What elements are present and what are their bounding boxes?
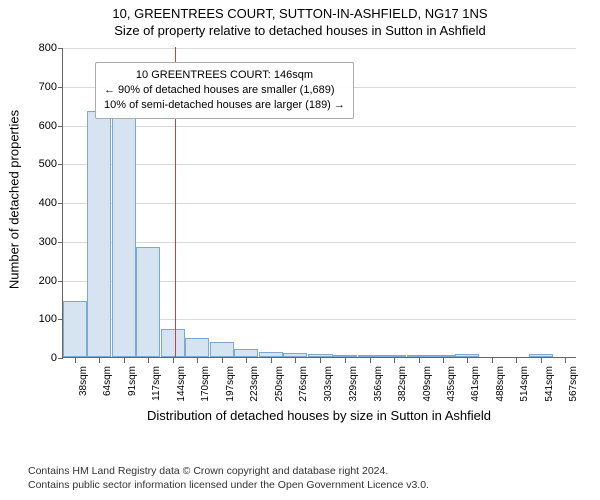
histogram-bar: [185, 338, 209, 357]
histogram-bar: [455, 354, 479, 357]
y-tick-mark: [58, 48, 63, 49]
histogram-bar: [529, 354, 553, 357]
x-tick-mark: [222, 358, 223, 363]
x-tick-mark: [320, 358, 321, 363]
histogram-bar: [333, 355, 357, 357]
gridline: [63, 164, 576, 165]
annotation-line2: ← 90% of detached houses are smaller (1,…: [104, 83, 345, 98]
y-tick-mark: [58, 242, 63, 243]
x-tick-mark: [443, 358, 444, 363]
y-tick-label: 100: [27, 313, 57, 325]
x-tick-mark: [271, 358, 272, 363]
x-tick-label: 197sqm: [225, 366, 236, 402]
histogram-bar: [358, 355, 382, 357]
x-tick-label: 303sqm: [323, 366, 334, 402]
x-tick-label: 91sqm: [127, 366, 138, 396]
y-tick-mark: [58, 203, 63, 204]
y-tick-label: 0: [27, 352, 57, 364]
y-tick-mark: [58, 164, 63, 165]
histogram-bar: [63, 301, 87, 357]
y-tick-label: 500: [27, 158, 57, 170]
x-tick-mark: [345, 358, 346, 363]
histogram-bar: [136, 247, 160, 357]
gridline: [63, 48, 576, 49]
x-tick-label: 514sqm: [519, 366, 530, 402]
y-tick-mark: [58, 87, 63, 88]
histogram-bar: [161, 329, 185, 357]
chart-container: Number of detached properties 0100200300…: [0, 42, 600, 422]
y-tick-label: 800: [27, 42, 57, 54]
histogram-bar: [234, 349, 258, 357]
x-tick-mark: [246, 358, 247, 363]
page-address: 10, GREENTREES COURT, SUTTON-IN-ASHFIELD…: [0, 0, 600, 21]
y-tick-label: 600: [27, 120, 57, 132]
histogram-bar: [283, 353, 307, 357]
x-axis-label: Distribution of detached houses by size …: [62, 408, 576, 423]
x-tick-label: 144sqm: [176, 366, 187, 402]
x-tick-mark: [541, 358, 542, 363]
x-tick-label: 461sqm: [470, 366, 481, 402]
x-tick-mark: [516, 358, 517, 363]
x-tick-mark: [565, 358, 566, 363]
x-tick-mark: [419, 358, 420, 363]
annotation-line1: 10 GREENTREES COURT: 146sqm: [104, 68, 345, 83]
y-axis-label: Number of detached properties: [7, 100, 22, 300]
y-tick-mark: [58, 281, 63, 282]
histogram-bar: [308, 354, 332, 357]
gridline: [63, 203, 576, 204]
y-tick-label: 400: [27, 197, 57, 209]
histogram-bar: [382, 355, 406, 357]
footer: Contains HM Land Registry data © Crown c…: [28, 464, 429, 492]
x-tick-label: 435sqm: [446, 366, 457, 402]
y-tick-label: 700: [27, 81, 57, 93]
x-tick-label: 382sqm: [397, 366, 408, 402]
histogram-bar: [87, 111, 111, 357]
x-tick-mark: [99, 358, 100, 363]
y-tick-label: 300: [27, 236, 57, 248]
x-tick-mark: [492, 358, 493, 363]
x-tick-label: 250sqm: [274, 366, 285, 402]
x-tick-mark: [148, 358, 149, 363]
x-tick-label: 276sqm: [298, 366, 309, 402]
histogram-bar: [259, 352, 283, 357]
x-tick-label: 567sqm: [568, 366, 579, 402]
histogram-bar: [210, 342, 234, 358]
x-tick-mark: [370, 358, 371, 363]
histogram-bar: [112, 115, 136, 357]
x-tick-label: 64sqm: [102, 366, 113, 396]
gridline: [63, 242, 576, 243]
x-tick-label: 329sqm: [348, 366, 359, 402]
x-tick-mark: [295, 358, 296, 363]
x-tick-label: 488sqm: [495, 366, 506, 402]
footer-line1: Contains HM Land Registry data © Crown c…: [28, 464, 429, 478]
x-tick-label: 170sqm: [200, 366, 211, 402]
page-subtitle: Size of property relative to detached ho…: [0, 21, 600, 38]
x-tick-mark: [75, 358, 76, 363]
x-tick-label: 117sqm: [151, 366, 162, 401]
x-tick-label: 409sqm: [422, 366, 433, 402]
y-tick-mark: [58, 126, 63, 127]
x-tick-label: 541sqm: [544, 366, 555, 402]
annotation-box: 10 GREENTREES COURT: 146sqm ← 90% of det…: [95, 62, 354, 119]
x-tick-mark: [394, 358, 395, 363]
x-tick-label: 223sqm: [249, 366, 260, 402]
y-tick-mark: [58, 358, 63, 359]
x-tick-mark: [467, 358, 468, 363]
y-tick-label: 200: [27, 275, 57, 287]
histogram-bar: [431, 355, 455, 357]
annotation-line3: 10% of semi-detached houses are larger (…: [104, 98, 345, 113]
x-tick-label: 356sqm: [373, 366, 384, 402]
x-tick-mark: [124, 358, 125, 363]
histogram-bar: [407, 355, 431, 357]
x-tick-mark: [173, 358, 174, 363]
footer-line2: Contains public sector information licen…: [28, 478, 429, 492]
plot-area: 010020030040050060070080038sqm64sqm91sqm…: [62, 48, 576, 358]
x-tick-label: 38sqm: [78, 366, 89, 396]
gridline: [63, 126, 576, 127]
x-tick-mark: [197, 358, 198, 363]
